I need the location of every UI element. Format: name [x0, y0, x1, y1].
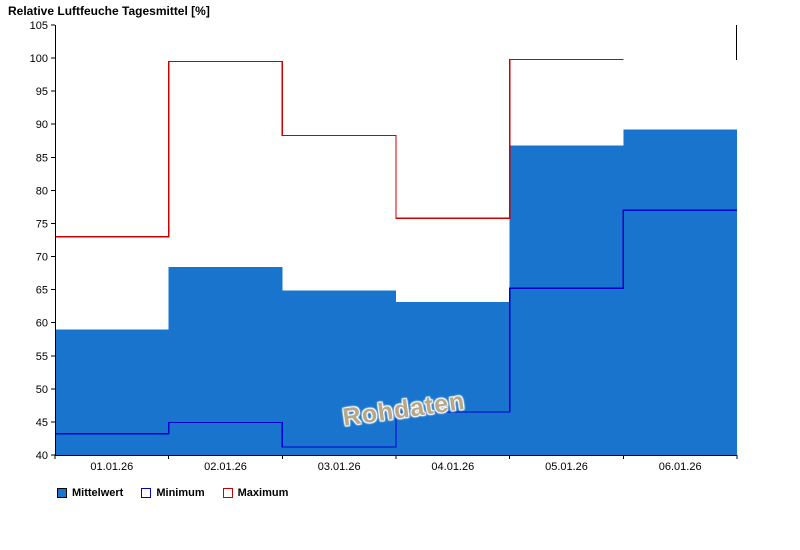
y-tick-label: 45 — [36, 417, 48, 429]
bar-06.01.26 — [623, 129, 737, 455]
bar-04.01.26 — [396, 302, 510, 455]
legend-swatch-mittelwert — [57, 488, 67, 498]
y-tick-label: 75 — [36, 218, 48, 230]
legend-label-mittelwert: Mittelwert — [72, 487, 124, 499]
bar-03.01.26 — [282, 290, 396, 455]
x-tick-label: 02.01.26 — [204, 461, 247, 473]
y-tick-label: 50 — [36, 384, 48, 396]
series-line-minimum — [55, 209, 737, 448]
x-tick-label: 04.01.26 — [431, 461, 474, 473]
y-tick-label: 65 — [36, 285, 48, 297]
legend-swatch-minimum — [141, 488, 152, 498]
x-tick-label: 01.01.26 — [90, 461, 133, 473]
bar-05.01.26 — [509, 145, 624, 455]
y-tick-label: 105 — [30, 20, 48, 32]
x-tick-label: 05.01.26 — [545, 461, 588, 473]
legend-label-minimum: Minimum — [156, 487, 205, 499]
legend-item-maximum: Maximum — [222, 487, 289, 499]
humidity-chart: 40 45 50 55 60 65 70 75 80 85 90 95 100 105 01.01.26 02… — [30, 20, 738, 473]
bar-01.01.26 — [55, 329, 169, 455]
legend-swatch-maximum — [222, 488, 233, 498]
bar-02.01.26 — [168, 267, 283, 455]
y-tick-label: 90 — [36, 119, 48, 131]
y-tick-label: 60 — [36, 318, 48, 330]
y-tick-label: 95 — [36, 86, 48, 98]
y-tick-label: 80 — [36, 185, 48, 197]
x-tick-label: 06.01.26 — [659, 461, 702, 473]
y-tick-label: 100 — [30, 53, 48, 65]
y-tick-label: 70 — [36, 252, 48, 264]
y-tick-label: 55 — [36, 351, 48, 363]
series-line-maximum — [55, 58, 624, 238]
legend: Mittelwert Minimum Maximum — [57, 487, 288, 499]
x-tick-label: 03.01.26 — [318, 461, 361, 473]
chart-title: Relative Luftfeuche Tagesmittel [%] — [8, 4, 210, 18]
legend-item-minimum: Minimum — [141, 487, 205, 499]
y-tick-label: 85 — [36, 152, 48, 164]
legend-label-maximum: Maximum — [237, 487, 289, 499]
legend-item-mittelwert: Mittelwert — [57, 487, 123, 499]
y-tick-label: 40 — [36, 450, 48, 462]
